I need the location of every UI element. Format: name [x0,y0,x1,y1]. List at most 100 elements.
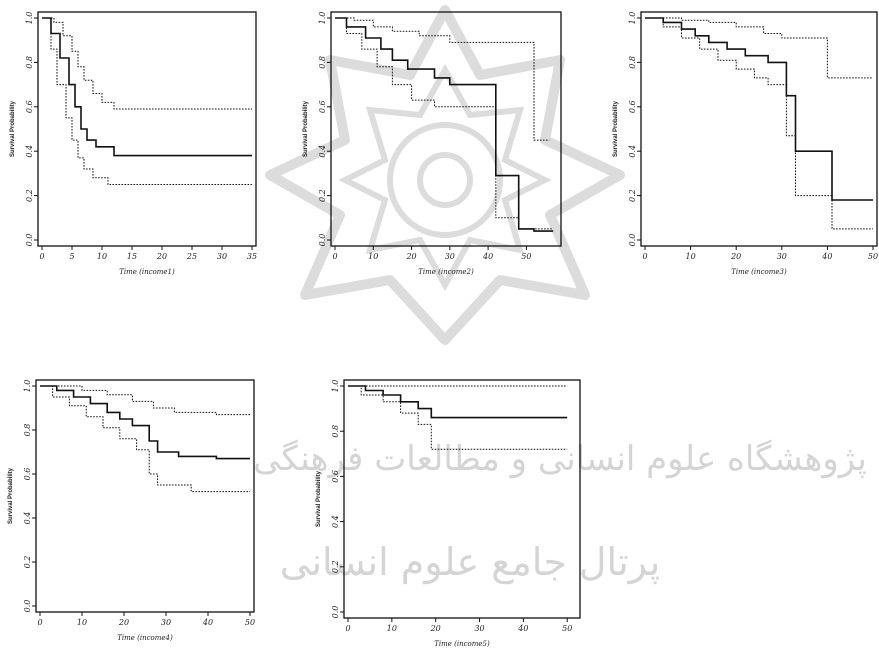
x-axis-label: Time (income3) [731,268,787,276]
panel-1: 0 5 10 15 20 25 30 35 0.0 0.2 0.4 0.6 0.8 1.0 Time (in… [10,11,257,276]
y-tick-label: 0.6 [628,100,637,113]
x-axis-label: Time (income2) [418,268,474,276]
confidence-band-2 [335,17,550,141]
y-axis-label: Survival Probability [303,100,309,157]
x-tick-label: 30 [474,624,484,633]
x-tick-label: 15 [127,252,137,261]
plot-frame [640,11,878,247]
y-tick-label: 0.2 [25,189,34,202]
confidence-band-3 [335,17,554,230]
y-axis-label: Survival Probability [613,100,619,157]
plot-frame [35,379,255,613]
watermark-line1: پژوهشگاه علوم انسانی و مطالعات فرهنگی [253,439,867,479]
x-tick-label: 30 [445,252,455,261]
plot-frame [37,11,257,247]
y-tick-label: 0.2 [23,556,32,569]
x-tick-label: 40 [517,624,528,633]
x-tick-label: 20 [430,624,441,633]
x-tick-label: 10 [686,252,696,261]
y-axis-label: Survival Probability [8,467,14,524]
y-tick-label: 0.6 [318,100,327,113]
x-axis-label: Time (income4) [117,634,173,642]
x-tick-label: 20 [118,618,129,627]
survival-curve-1 [645,17,873,201]
x-tick-label: 10 [97,252,107,261]
y-tick-label: 0.8 [25,56,34,69]
confidence-band-3 [40,385,250,493]
y-axis-label: Survival Probability [10,100,16,157]
x-tick-label: 20 [405,252,416,261]
x-tick-label: 50 [562,624,572,633]
y-tick-label: 0.8 [628,56,637,69]
confidence-band-2 [42,17,252,110]
x-tick-label: 50 [245,618,255,627]
watermark-line2: پرتال جامع علوم انسانی [280,540,660,585]
x-tick-label: 0 [642,252,647,261]
plot-frame [343,379,581,619]
survival-curve-1 [40,385,250,460]
x-tick-label: 40 [202,618,213,627]
x-tick-label: 10 [77,618,87,627]
y-tick-label: 0.2 [331,560,340,573]
x-tick-label: 25 [186,252,197,261]
y-tick-label: 0.4 [318,145,327,158]
x-tick-label: 20 [156,252,167,261]
panel-2: 0 10 20 30 40 50 0.0 0.2 0.4 0.6 0.8 1.0 Time (incom… [303,11,562,276]
y-tick-label: 0.4 [628,145,637,158]
x-tick-label: 30 [217,252,227,261]
panel-5: 0 10 20 30 40 50 0.0 0.2 0.4 0.6 0.8 1.0 Time (incom… [316,379,581,648]
x-tick-label: 5 [69,252,74,261]
y-tick-label: 0.2 [628,189,637,202]
x-tick-label: 50 [521,252,531,261]
y-axis-label: Survival Probability [316,470,322,527]
y-tick-label: 0.4 [25,145,34,158]
survival-curve-1 [335,17,554,232]
confidence-band-2 [40,385,250,416]
x-tick-label: 30 [777,252,787,261]
confidence-band-3 [645,17,873,230]
survival-curve-1 [42,17,252,157]
y-tick-label: 1.0 [331,380,340,393]
plot-frame [330,11,562,247]
watermark-rosette [265,5,625,345]
y-tick-label: 0.0 [628,234,637,247]
x-tick-label: 10 [368,252,378,261]
y-tick-label: 0.4 [331,515,340,528]
y-tick-label: 0.4 [23,512,32,525]
x-tick-label: 35 [247,252,257,261]
x-tick-label: 0 [37,618,42,627]
y-tick-label: 1.0 [25,12,34,25]
x-tick-label: 30 [161,618,171,627]
x-tick-label: 40 [821,252,832,261]
x-tick-label: 50 [868,252,878,261]
panel-4: 0 10 20 30 40 50 0.0 0.2 0.4 0.6 0.8 1.0 Time (incom… [8,379,255,642]
x-tick-label: 0 [332,252,337,261]
x-tick-label: 40 [482,252,493,261]
y-tick-label: 0.6 [331,470,340,483]
x-tick-label: 0 [39,252,44,261]
y-tick-label: 0.2 [318,189,327,202]
survival-curve-1 [348,385,568,419]
survival-panels: 0 5 10 15 20 25 30 35 0.0 0.2 0.4 0.6 0.8 1.0 Time (in… [8,11,878,648]
confidence-band-3 [42,17,252,185]
x-axis-label: Time (income5) [434,640,490,648]
x-axis-label: Time (income1) [119,268,175,276]
y-tick-label: 0.0 [318,234,327,247]
y-tick-label: 0.0 [25,234,34,247]
y-tick-label: 1.0 [318,12,327,25]
y-tick-label: 1.0 [628,12,637,25]
y-tick-label: 0.0 [331,606,340,619]
x-tick-label: 0 [345,624,350,633]
panel-3: 0 10 20 30 40 50 0.0 0.2 0.4 0.6 0.8 1.0 Time (incom… [613,11,878,276]
x-tick-label: 10 [387,624,397,633]
y-tick-label: 0.6 [25,100,34,113]
y-tick-label: 0.6 [23,468,32,481]
confidence-band-2 [645,17,873,79]
x-tick-label: 20 [730,252,741,261]
y-tick-label: 0.8 [331,425,340,438]
y-tick-label: 0.8 [23,424,32,437]
y-tick-label: 0.0 [23,600,32,613]
y-tick-label: 1.0 [23,380,32,393]
y-tick-label: 0.8 [318,56,327,69]
